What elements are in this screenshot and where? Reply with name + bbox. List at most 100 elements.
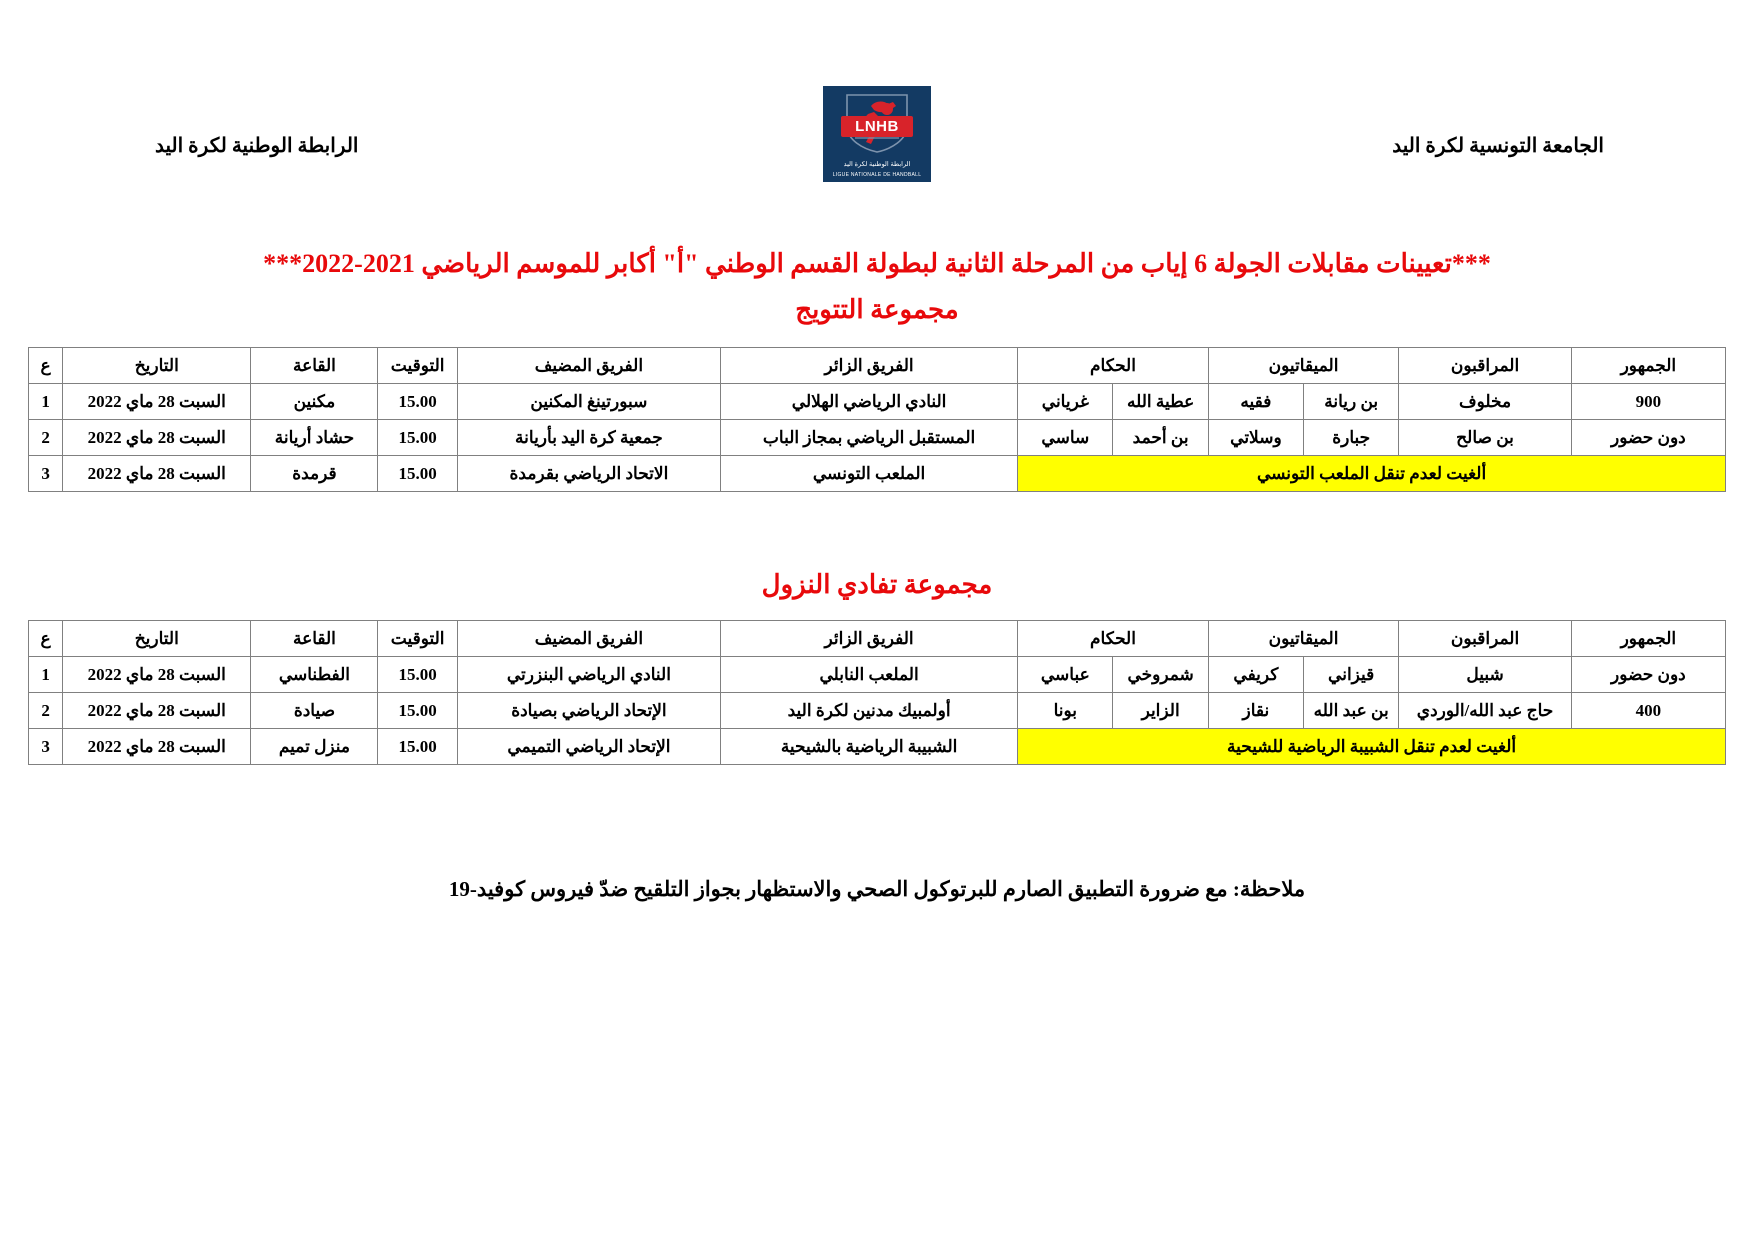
cell-guest-team: الملعب التونسي: [719, 455, 1019, 493]
federation-name: الجامعة التونسية لكرة اليد: [1392, 135, 1604, 157]
cell-time: 15.00: [377, 692, 458, 730]
cell-observer: مخلوف: [1398, 383, 1572, 421]
table-row-cancelled: ألغيت لعدم تنقل الملعب التونسي الملعب ال…: [27, 455, 1726, 493]
logo-acronym: LNHB: [855, 118, 899, 135]
cell-observer: حاج عبد الله/الوردي: [1398, 692, 1572, 730]
cell-index: 2: [27, 692, 64, 730]
cell-index: 1: [27, 383, 64, 421]
col-header-referees: الحكام: [1017, 620, 1209, 658]
cell-hall: مكنين: [250, 383, 379, 421]
health-protocol-note: ملاحظة: مع ضرورة التطبيق الصارم للبرتوكو…: [448, 877, 1306, 902]
cell-timekeeper-1: كريفي: [1207, 656, 1305, 694]
col-header-host-team: الفريق المضيف: [456, 347, 722, 385]
col-header-timekeepers: الميقاتيون: [1207, 620, 1400, 658]
logo-caption-arabic: الرابطة الوطنية لكرة اليد: [843, 161, 911, 168]
table-row: دون حضور بن صالح جبارة وسلاتي بن أحمد سا…: [27, 419, 1727, 457]
cell-cancellation-note: ألغيت لعدم تنقل الشبيبة الرياضية للشيحية: [1017, 728, 1726, 766]
col-header-timekeepers: الميقاتيون: [1207, 347, 1400, 385]
cell-time: 15.00: [377, 419, 458, 457]
col-header-audience: الجمهور: [1570, 620, 1727, 658]
table-row: دون حضور شبيل قيزاني كريفي شمروخي عباسي …: [27, 656, 1727, 694]
championship-table-body: 900 مخلوف بن ريانة فقيه عطية الله غرياني…: [27, 383, 1727, 493]
cell-guest-team: النادي الرياضي الهلالي: [719, 383, 1019, 421]
col-header-host-team: الفريق المضيف: [456, 620, 722, 658]
cell-time: 15.00: [377, 383, 458, 421]
col-header-audience: الجمهور: [1570, 347, 1727, 385]
cell-timekeeper-1: فقيه: [1207, 383, 1305, 421]
relegation-fixtures-table: الجمهور المراقبون الميقاتيون الحكام الفر…: [27, 620, 1727, 766]
cell-timekeeper-2: بن عبد الله: [1303, 692, 1400, 730]
cell-host-team: سبورتينغ المكنين: [456, 383, 722, 421]
cell-guest-team: الملعب النابلي: [719, 656, 1019, 694]
col-header-hall: القاعة: [250, 620, 379, 658]
cell-host-team: الإتحاد الرياضي التميمي: [456, 728, 722, 766]
cell-time: 15.00: [377, 728, 458, 766]
cell-host-team: النادي الرياضي البنزرتي: [456, 656, 722, 694]
cell-referee-1: بونا: [1017, 692, 1114, 730]
cell-audience: دون حضور: [1570, 656, 1727, 694]
table-header-row: الجمهور المراقبون الميقاتيون الحكام الفر…: [27, 620, 1727, 658]
cell-date: السبت 28 ماي 2022: [62, 656, 252, 694]
table-row-cancelled: ألغيت لعدم تنقل الشبيبة الرياضية للشيحية…: [27, 728, 1726, 766]
cell-host-team: الاتحاد الرياضي بقرمدة: [456, 455, 722, 493]
col-header-observers: المراقبون: [1398, 620, 1572, 658]
cell-referee-2: شمروخي: [1112, 656, 1209, 694]
cell-date: السبت 28 ماي 2022: [62, 383, 252, 421]
cell-audience: دون حضور: [1570, 419, 1727, 457]
cell-referee-1: ساسي: [1017, 419, 1114, 457]
cell-hall: صيادة: [250, 692, 379, 730]
relegation-table-body: دون حضور شبيل قيزاني كريفي شمروخي عباسي …: [27, 656, 1727, 766]
cell-hall: حشاد أريانة: [250, 419, 379, 457]
cell-date: السبت 28 ماي 2022: [62, 419, 252, 457]
cell-hall: قرمدة: [250, 455, 379, 493]
cell-audience: 400: [1570, 692, 1727, 730]
table-row: 400 حاج عبد الله/الوردي بن عبد الله نقاز…: [27, 692, 1727, 730]
table-header-row: الجمهور المراقبون الميقاتيون الحكام الفر…: [27, 347, 1727, 385]
cell-hall: الفطناسي: [250, 656, 379, 694]
cell-referee-1: عباسي: [1017, 656, 1114, 694]
cell-guest-team: المستقبل الرياضي بمجاز الباب: [719, 419, 1019, 457]
cell-host-team: الإتحاد الرياضي بصيادة: [456, 692, 722, 730]
championship-fixtures-table: الجمهور المراقبون الميقاتيون الحكام الفر…: [27, 347, 1727, 493]
cell-guest-team: الشبيبة الرياضية بالشيحية: [719, 728, 1019, 766]
cell-referee-2: الزاير: [1112, 692, 1209, 730]
cell-index: 3: [27, 728, 64, 766]
cell-observer: شبيل: [1398, 656, 1572, 694]
col-header-observers: المراقبون: [1398, 347, 1572, 385]
col-header-hall: القاعة: [250, 347, 379, 385]
col-header-referees: الحكام: [1017, 347, 1209, 385]
relegation-table-wrap: الجمهور المراقبون الميقاتيون الحكام الفر…: [0, 620, 1754, 766]
cell-date: السبت 28 ماي 2022: [62, 728, 252, 766]
cell-date: السبت 28 ماي 2022: [62, 692, 252, 730]
cell-guest-team: أولمبيك مدنين لكرة اليد: [719, 692, 1019, 730]
championship-table-wrap: الجمهور المراقبون الميقاتيون الحكام الفر…: [0, 347, 1754, 493]
cell-hall: منزل تميم: [250, 728, 379, 766]
col-header-time: التوقيت: [377, 620, 458, 658]
cell-timekeeper-1: وسلاتي: [1207, 419, 1305, 457]
page-header: الجامعة التونسية لكرة اليد LNHB الرابطة …: [0, 0, 1754, 190]
cell-observer: بن صالح: [1398, 419, 1572, 457]
cell-index: 1: [27, 656, 64, 694]
cell-index: 3: [27, 455, 64, 493]
col-header-guest-team: الفريق الزائر: [719, 620, 1019, 658]
cell-timekeeper-2: قيزاني: [1303, 656, 1400, 694]
group-title-relegation: مجموعة تفادي النزول: [761, 570, 993, 600]
cell-audience: 900: [1570, 383, 1727, 421]
col-header-time: التوقيت: [377, 347, 458, 385]
cell-referee-1: غرياني: [1017, 383, 1114, 421]
col-header-index: ع: [27, 620, 64, 658]
logo-caption-french: LIGUE NATIONALE DE HANDBALL: [832, 172, 922, 178]
table-row: 900 مخلوف بن ريانة فقيه عطية الله غرياني…: [27, 383, 1727, 421]
col-header-date: التاريخ: [62, 620, 252, 658]
cell-timekeeper-2: بن ريانة: [1303, 383, 1400, 421]
league-name: الرابطة الوطنية لكرة اليد: [155, 135, 359, 157]
cell-timekeeper-2: جبارة: [1303, 419, 1400, 457]
cell-date: السبت 28 ماي 2022: [62, 455, 252, 493]
cell-index: 2: [27, 419, 64, 457]
cell-host-team: جمعية كرة اليد بأريانة: [456, 419, 722, 457]
col-header-guest-team: الفريق الزائر: [719, 347, 1019, 385]
cell-referee-2: عطية الله: [1112, 383, 1209, 421]
logo-acronym-band: LNHB: [841, 116, 913, 137]
cell-time: 15.00: [377, 455, 458, 493]
document-title: ***تعيينات مقابلات الجولة 6 إياب من المر…: [263, 249, 1491, 278]
